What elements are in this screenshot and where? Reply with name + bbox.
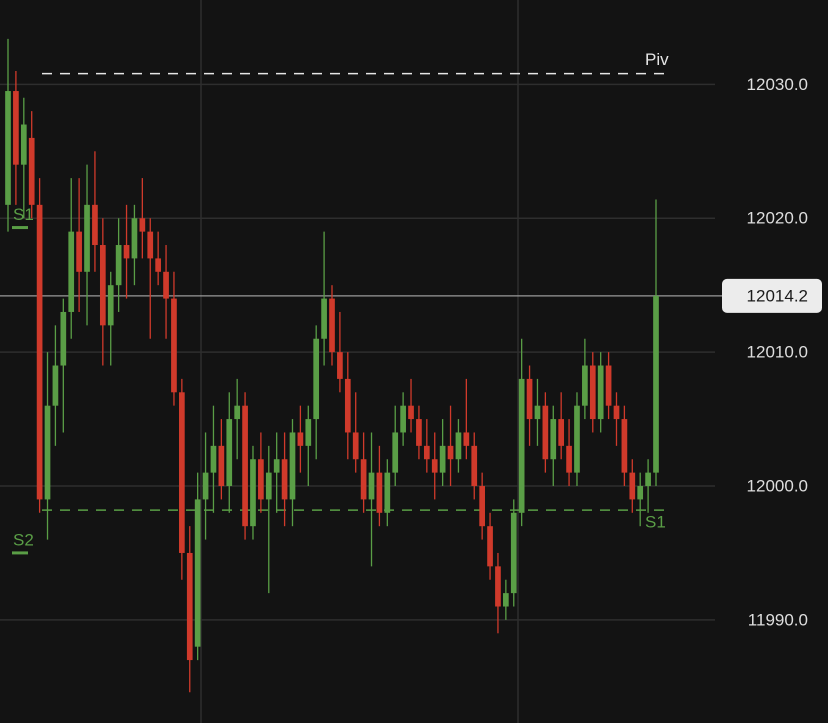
candle-body — [582, 365, 588, 406]
candle-body — [534, 405, 541, 420]
candle-body — [258, 459, 264, 500]
y-tick-label: 11990.0 — [748, 610, 808, 629]
candle-body — [352, 432, 359, 460]
candle-body — [368, 472, 375, 500]
candle-body — [163, 271, 169, 299]
candle-body — [297, 432, 304, 446]
candle-body — [526, 378, 533, 420]
candle-body — [242, 405, 248, 527]
candle-body — [360, 459, 367, 500]
candle-body — [99, 245, 106, 326]
candle-body — [171, 298, 177, 393]
candle-body — [431, 459, 438, 473]
candle-body — [479, 486, 485, 527]
candle-body — [416, 419, 422, 446]
candle-body — [234, 405, 241, 420]
y-tick-label: 12000.0 — [747, 477, 808, 496]
candle-body — [613, 405, 620, 420]
candle-body — [92, 204, 98, 246]
candle-body — [597, 365, 604, 420]
candle-body — [400, 405, 406, 433]
candle-body — [20, 124, 27, 165]
candle-body — [376, 472, 383, 513]
candle-body — [487, 526, 493, 567]
candle-body — [147, 231, 154, 259]
candle-body — [44, 405, 51, 500]
candle-body — [218, 445, 225, 487]
price-tag-label: 12014.2 — [747, 286, 808, 305]
candle-body — [605, 365, 612, 406]
candle-body — [645, 472, 651, 487]
candle-body — [463, 432, 470, 446]
candle-body — [84, 204, 90, 272]
candle-body — [423, 445, 430, 460]
candle-body — [52, 365, 59, 406]
candle-body — [155, 258, 161, 272]
price-tag — [722, 278, 822, 313]
candle-body — [250, 459, 256, 527]
candle-body — [439, 445, 446, 473]
candle-body — [337, 352, 343, 379]
candle-body — [131, 218, 138, 259]
candle-body — [408, 405, 414, 420]
candle-body — [265, 472, 272, 500]
candle-body — [321, 298, 327, 339]
candle-body — [653, 295, 659, 473]
candle-body — [503, 593, 509, 607]
level-label: S1 — [645, 513, 666, 532]
candle-body — [36, 204, 43, 500]
candle-body — [344, 378, 351, 433]
candle-body — [518, 378, 525, 513]
level-label: Piv — [645, 50, 669, 69]
candle-body — [13, 91, 19, 165]
candle-body — [495, 566, 501, 607]
y-tick-label: 12010.0 — [747, 343, 808, 362]
candle-body — [139, 218, 146, 232]
candle-body — [621, 419, 628, 473]
candle-body — [210, 445, 217, 473]
candle-body — [194, 499, 201, 647]
candle-body — [629, 472, 636, 500]
candle-body — [186, 552, 193, 661]
candle-body — [289, 432, 296, 500]
candle-body — [281, 459, 288, 500]
candle-body — [550, 419, 557, 460]
candle-body — [76, 231, 82, 272]
candle-body — [447, 445, 454, 460]
candle-body — [28, 137, 35, 205]
candle-body — [273, 459, 280, 473]
candle-body — [329, 298, 335, 353]
candle-body — [392, 432, 399, 473]
candle-body — [60, 311, 67, 366]
candle-body — [313, 338, 320, 420]
candle-body — [202, 472, 209, 500]
y-tick-label: 12030.0 — [747, 75, 808, 94]
marker-label: S2 — [13, 530, 34, 549]
candle-body — [455, 432, 462, 460]
candle-body — [107, 285, 114, 326]
candle-body — [115, 245, 122, 286]
candle-body — [5, 91, 11, 205]
candle-body — [542, 405, 549, 460]
candle-body — [384, 472, 391, 513]
candle-body — [226, 419, 233, 487]
y-tick-label: 12020.0 — [747, 209, 808, 228]
candle-body — [179, 392, 185, 553]
candle-body — [558, 419, 565, 446]
candle-body — [574, 405, 580, 473]
candle-body — [510, 512, 517, 594]
candle-body — [589, 365, 596, 420]
candle-body — [68, 231, 75, 312]
candle-body — [637, 486, 644, 500]
candle-body — [471, 445, 478, 487]
candle-body — [566, 445, 572, 473]
candle-body — [123, 245, 130, 259]
candle-body — [305, 419, 312, 446]
